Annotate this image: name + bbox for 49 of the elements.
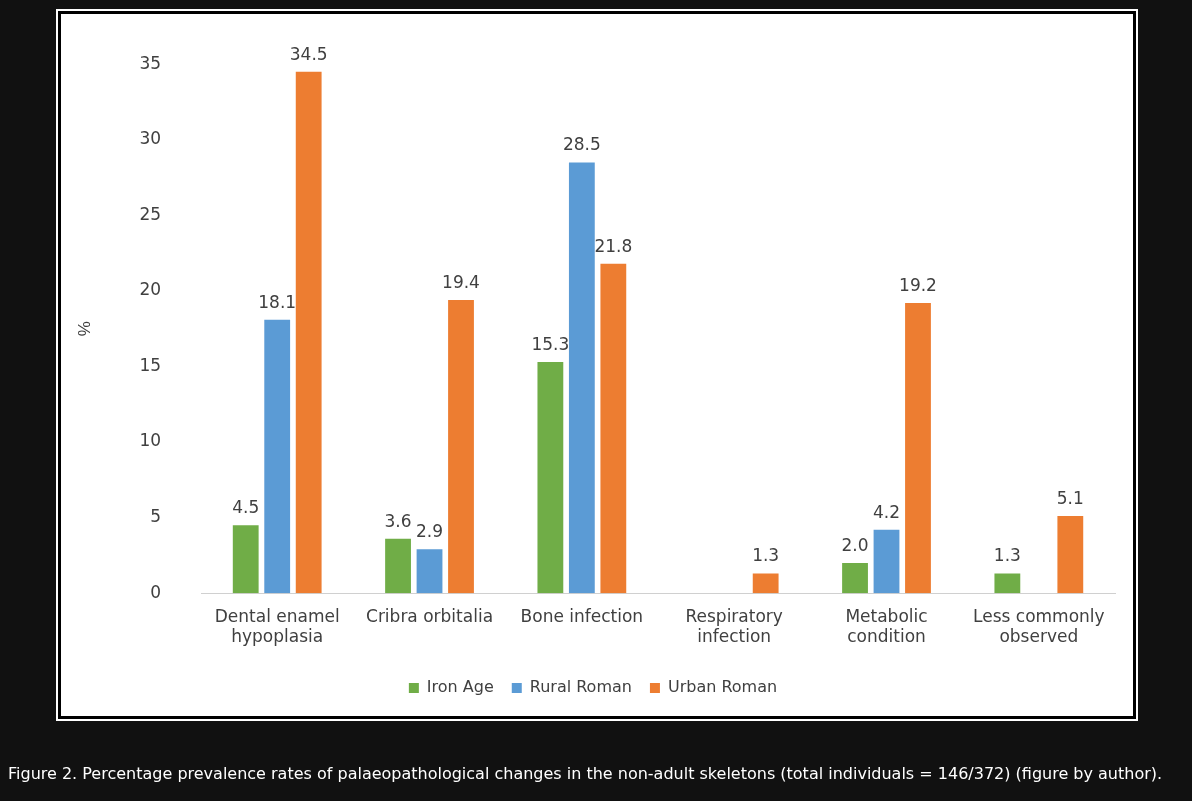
bar bbox=[568, 162, 595, 594]
legend-label: Iron Age bbox=[426, 677, 494, 697]
data-label: 21.8 bbox=[594, 235, 633, 256]
bar bbox=[994, 573, 1021, 594]
data-label: 34.5 bbox=[289, 43, 328, 64]
bar bbox=[232, 525, 259, 594]
data-label: 1.3 bbox=[752, 545, 780, 566]
data-label: 4.5 bbox=[232, 497, 260, 518]
y-tick-label: 15 bbox=[139, 354, 162, 375]
bar bbox=[385, 538, 411, 594]
data-label: 19.4 bbox=[442, 271, 480, 292]
y-tick-label: 20 bbox=[139, 279, 162, 300]
y-tick-label: 35 bbox=[139, 52, 162, 73]
bar bbox=[752, 573, 779, 594]
data-label: 18.1 bbox=[258, 291, 297, 312]
data-label: 1.3 bbox=[993, 545, 1021, 566]
x-tick-label: Bone infection bbox=[520, 605, 644, 626]
bar bbox=[873, 529, 900, 594]
x-tick-label: Cribra orbitalia bbox=[366, 605, 494, 626]
legend-label: Rural Roman bbox=[529, 677, 632, 697]
data-label: 19.2 bbox=[899, 274, 937, 295]
x-tick-label: Respiratory infection bbox=[685, 605, 783, 647]
bar bbox=[842, 562, 868, 594]
bar bbox=[416, 549, 443, 594]
data-label: 5.1 bbox=[1056, 488, 1084, 509]
data-label: 2.0 bbox=[841, 534, 869, 555]
bar bbox=[264, 319, 291, 594]
x-tick-label: Less commonly observed bbox=[973, 605, 1105, 647]
y-tick-label: 30 bbox=[139, 128, 162, 149]
x-tick-label: Dental enamel hypoplasia bbox=[214, 605, 340, 647]
bar bbox=[600, 263, 627, 594]
bar bbox=[537, 361, 564, 594]
y-tick-label: 5 bbox=[150, 506, 162, 527]
bar bbox=[295, 71, 322, 594]
y-tick-label: 10 bbox=[139, 430, 162, 451]
data-label: 2.9 bbox=[416, 521, 444, 542]
y-tick-label: 0 bbox=[150, 581, 162, 602]
y-axis-title: % bbox=[74, 321, 94, 337]
caption: Figure 2. Percentage prevalence rates of palaeopathological changes in the non-adult skeletons (total individuals = 146/372) (figure by author). bbox=[8, 764, 1164, 783]
x-tick-label: Metabolic condition bbox=[845, 605, 928, 647]
data-label: 15.3 bbox=[531, 333, 570, 354]
y-tick-label: 25 bbox=[139, 203, 162, 224]
bar bbox=[905, 303, 931, 594]
data-label: 3.6 bbox=[384, 510, 412, 531]
bar bbox=[1057, 516, 1084, 594]
legend-label: Urban Roman bbox=[667, 677, 778, 697]
bar bbox=[448, 299, 474, 594]
data-label: 28.5 bbox=[562, 134, 601, 155]
data-label: 4.2 bbox=[872, 501, 901, 522]
